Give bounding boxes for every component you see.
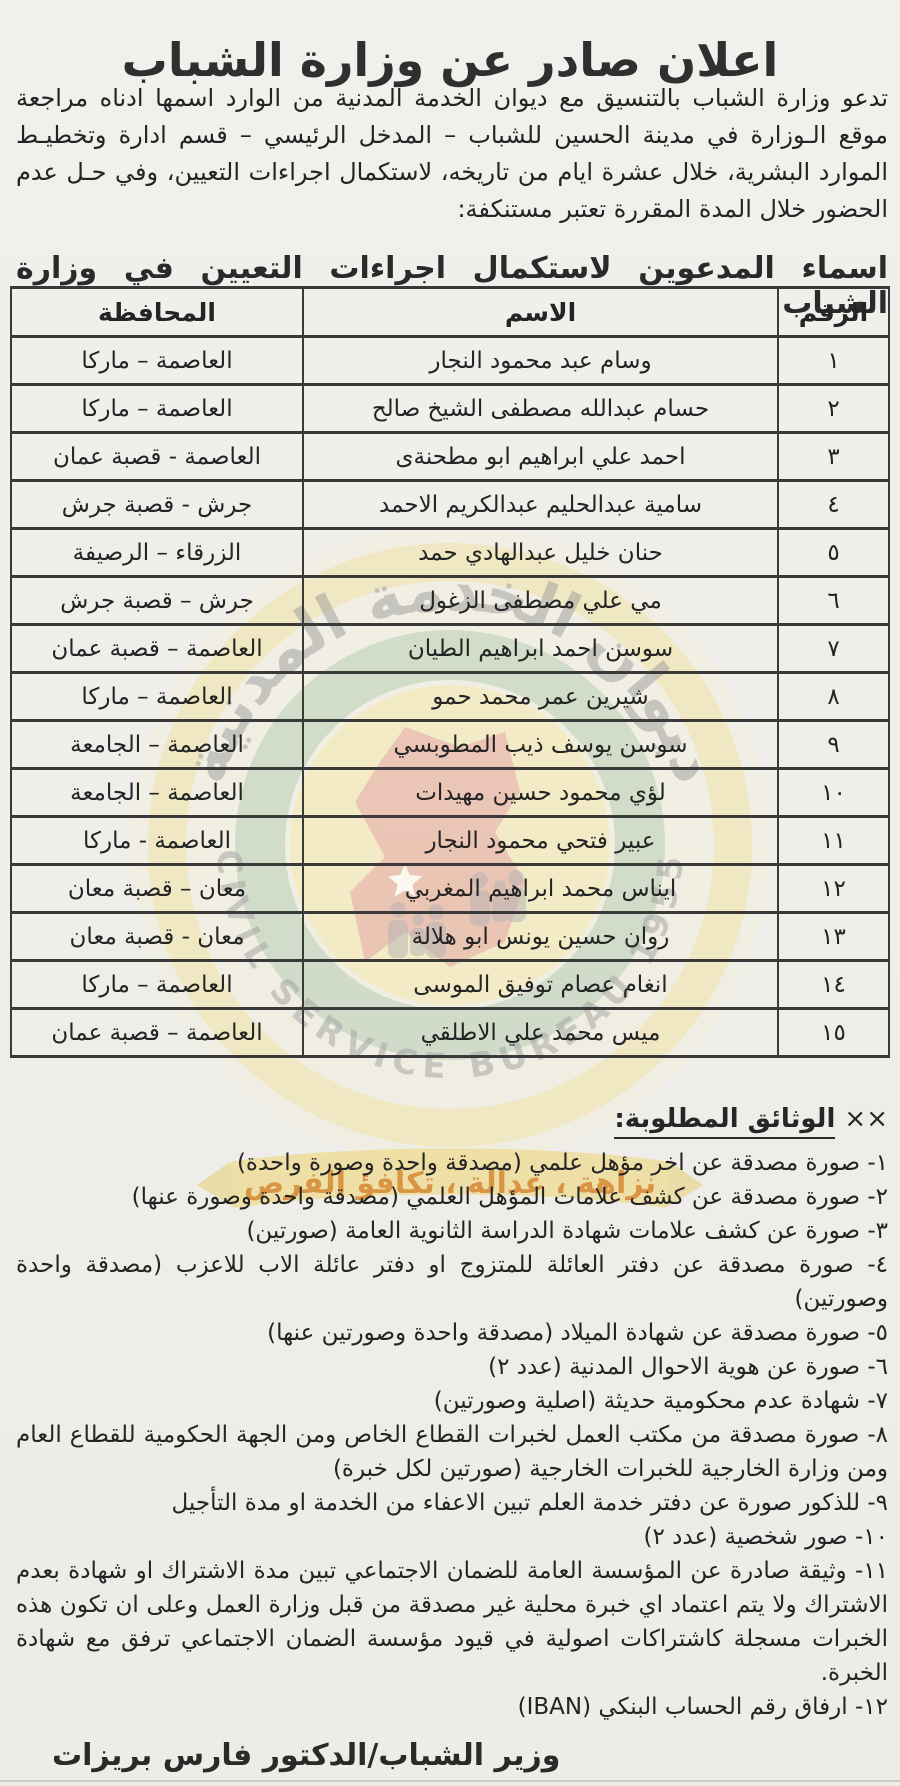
row-number-cell: ٧ xyxy=(777,623,890,674)
governorate-cell: معان – قصبة معان xyxy=(10,863,304,914)
document-item: ٦- صورة عن هوية الاحوال المدنية (عدد ٢) xyxy=(488,1354,888,1380)
table-row: ١٤ انغام عصام توفيق الموسى العاصمة – مار… xyxy=(10,959,890,1010)
table-row: ١٣ روان حسين يونس ابو هلالة معان - قصبة … xyxy=(10,911,890,962)
governorate-cell: العاصمة – ماركا xyxy=(10,671,304,722)
heading-x-marks: ×× xyxy=(844,1104,888,1134)
governorate-cell: الزرقاء – الرصيفة xyxy=(10,527,304,578)
minister-signature: وزير الشباب/الدكتور فارس بريزات xyxy=(52,1738,561,1773)
document-item: ٤- صورة مصدقة عن دفتر العائلة للمتزوج او… xyxy=(16,1252,888,1312)
governorate-cell: العاصمة - قصبة عمان xyxy=(10,431,304,482)
announcement-title: اعلان صادر عن وزارة الشباب xyxy=(121,32,779,87)
heading-text: الوثائق المطلوبة: xyxy=(614,1104,836,1139)
table-row: ١ وسام عبد محمود النجار العاصمة – ماركا xyxy=(10,335,890,386)
name-cell: انغام عصام توفيق الموسى xyxy=(302,959,779,1010)
required-documents-heading: ×× الوثائق المطلوبة: xyxy=(16,1102,888,1139)
governorate-cell: معان - قصبة معان xyxy=(10,911,304,962)
name-cell: سوسن احمد ابراهيم الطيان xyxy=(302,623,779,674)
document-item: ٨- صورة مصدقة من مكتب العمل لخبرات القطا… xyxy=(16,1422,888,1482)
row-number-cell: ١٥ xyxy=(777,1007,890,1058)
name-cell: حسام عبدالله مصطفى الشيخ صالح xyxy=(302,383,779,434)
row-number-cell: ١ xyxy=(777,335,890,386)
governorate-cell: جرش - قصبة جرش xyxy=(10,479,304,530)
document-item: ٧- شهادة عدم محكومية حديثة (اصلية وصورتي… xyxy=(433,1388,888,1414)
row-number-cell: ١٢ xyxy=(777,863,890,914)
document-item: ٣- صورة عن كشف علامات شهادة الدراسة الثا… xyxy=(246,1218,888,1244)
document-item: ٩- للذكور صورة عن دفتر خدمة العلم تبين ا… xyxy=(171,1490,889,1516)
row-number-cell: ١١ xyxy=(777,815,890,866)
table-row: ٢ حسام عبدالله مصطفى الشيخ صالح العاصمة … xyxy=(10,383,890,434)
table-row: ٦ مي علي مصطفى الزغول جرش – قصبة جرش xyxy=(10,575,890,626)
row-number-cell: ٥ xyxy=(777,527,890,578)
row-number-cell: ١٠ xyxy=(777,767,890,818)
document-item: ١- صورة مصدقة عن اخر مؤهل علمي (مصدقة وا… xyxy=(236,1150,888,1176)
name-cell: احمد علي ابراهيم ابو مطحنةى xyxy=(302,431,779,482)
header-governorate: المحافظة xyxy=(10,286,304,338)
row-number-cell: ٣ xyxy=(777,431,890,482)
name-cell: لؤي محمود حسين مهيدات xyxy=(302,767,779,818)
governorate-cell: العاصمة – الجامعة xyxy=(10,767,304,818)
governorate-cell: العاصمة – ماركا xyxy=(10,383,304,434)
scan-bottom-edge xyxy=(0,1780,900,1782)
name-cell: حنان خليل عبدالهادي حمد xyxy=(302,527,779,578)
header-number: الرقم xyxy=(777,286,890,338)
table-row: ١٢ ايناس محمد ابراهيم المغربي معان – قصب… xyxy=(10,863,890,914)
governorate-cell: العاصمة - ماركا xyxy=(10,815,304,866)
table-row: ١٥ ميس محمد علي الاطلقي العاصمة – قصبة ع… xyxy=(10,1007,890,1058)
name-cell: سامية عبدالحليم عبدالكريم الاحمد xyxy=(302,479,779,530)
row-number-cell: ٨ xyxy=(777,671,890,722)
governorate-cell: العاصمة – قصبة عمان xyxy=(10,623,304,674)
name-cell: ميس محمد علي الاطلقي xyxy=(302,1007,779,1058)
table-row: ١٠ لؤي محمود حسين مهيدات العاصمة – الجام… xyxy=(10,767,890,818)
governorate-cell: العاصمة – ماركا xyxy=(10,335,304,386)
table-row: ٥ حنان خليل عبدالهادي حمد الزرقاء – الرص… xyxy=(10,527,890,578)
row-number-cell: ١٣ xyxy=(777,911,890,962)
document-item: ٢- صورة مصدقة عن كشف علامات المؤهل العلم… xyxy=(131,1184,888,1210)
row-number-cell: ٢ xyxy=(777,383,890,434)
name-cell: وسام عبد محمود النجار xyxy=(302,335,779,386)
row-number-cell: ٤ xyxy=(777,479,890,530)
governorate-cell: العاصمة – قصبة عمان xyxy=(10,1007,304,1058)
table-row: ١١ عبير فتحي محمود النجار العاصمة - مارك… xyxy=(10,815,890,866)
row-number-cell: ١٤ xyxy=(777,959,890,1010)
required-documents-section: ×× الوثائق المطلوبة: ١- صورة مصدقة عن اخ… xyxy=(16,1102,888,1724)
table-row: ٩ سوسن يوسف ذيب المطوبسي العاصمة – الجام… xyxy=(10,719,890,770)
table-row: ٧ سوسن احمد ابراهيم الطيان العاصمة – قصب… xyxy=(10,623,890,674)
table-header-row: الرقم الاسم المحافظة xyxy=(10,286,890,338)
name-cell: شيرين عمر محمد حمو xyxy=(302,671,779,722)
row-number-cell: ٩ xyxy=(777,719,890,770)
table-row: ٣ احمد علي ابراهيم ابو مطحنةى العاصمة - … xyxy=(10,431,890,482)
document-item: ١٠- صور شخصية (عدد ٢) xyxy=(643,1524,888,1550)
name-cell: سوسن يوسف ذيب المطوبسي xyxy=(302,719,779,770)
governorate-cell: جرش – قصبة جرش xyxy=(10,575,304,626)
row-number-cell: ٦ xyxy=(777,575,890,626)
governorate-cell: العاصمة – الجامعة xyxy=(10,719,304,770)
document-item: ٥- صورة مصدقة عن شهادة الميلاد (مصدقة وا… xyxy=(267,1320,888,1346)
name-cell: ايناس محمد ابراهيم المغربي xyxy=(302,863,779,914)
table-row: ٤ سامية عبدالحليم عبدالكريم الاحمد جرش -… xyxy=(10,479,890,530)
document-item: ١١- وثيقة صادرة عن المؤسسة العامة للضمان… xyxy=(16,1558,888,1686)
header-name: الاسم xyxy=(302,286,779,338)
governorate-cell: العاصمة – ماركا xyxy=(10,959,304,1010)
table-row: ٨ شيرين عمر محمد حمو العاصمة – ماركا xyxy=(10,671,890,722)
name-cell: عبير فتحي محمود النجار xyxy=(302,815,779,866)
document-item: ١٢- ارفاق رقم الحساب البنكي (IBAN) xyxy=(517,1694,888,1720)
intro-paragraph: تدعو وزارة الشباب بالتنسيق مع ديوان الخد… xyxy=(16,84,888,223)
name-cell: مي علي مصطفى الزغول xyxy=(302,575,779,626)
name-cell: روان حسين يونس ابو هلالة xyxy=(302,911,779,962)
invitees-table: الرقم الاسم المحافظة ١ وسام عبد محمود ال… xyxy=(10,286,890,1058)
